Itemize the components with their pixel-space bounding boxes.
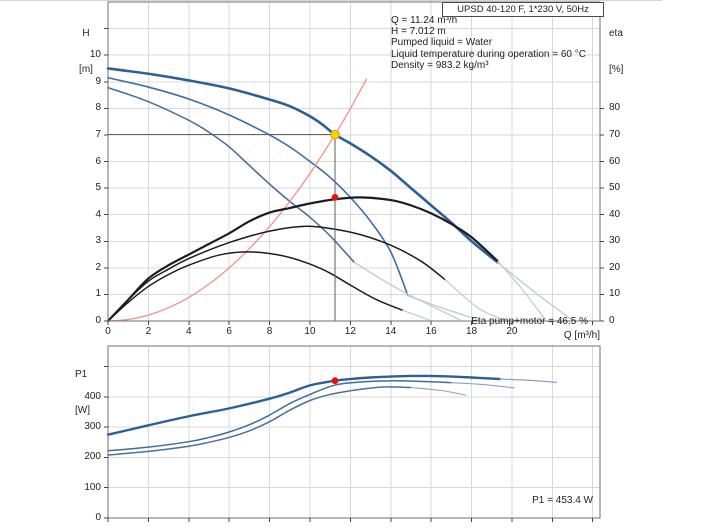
- eta-axis-symbol: eta: [609, 28, 623, 39]
- info-flow: Q = 11.24 m³/h: [391, 15, 458, 26]
- power-curve-speed2: [107, 380, 453, 452]
- power-curve-speed3-ext: [499, 378, 557, 383]
- info-liquid: Pumped liquid = Water: [391, 37, 493, 49]
- info-head: H = 7.012 m: [391, 26, 446, 38]
- y-tick-label-left: 400: [84, 390, 101, 402]
- info-density: Density = 983.2 kg/m³: [391, 59, 489, 71]
- q-axis-label: Q [m³/h]: [563, 330, 600, 341]
- window-top-edge: [0, 0, 662, 1]
- h-axis-title: H [m]: [66, 4, 106, 100]
- y-tick-label-left: 7: [95, 128, 101, 140]
- y-tick-label-right: 80: [609, 102, 621, 114]
- eta-curve-speed3: [106, 196, 499, 323]
- eta-axis-unit: [%]: [609, 64, 624, 75]
- x-tick-label: 0: [105, 326, 111, 337]
- eta-result-annotation: Eta pump+motor = 46.5 %: [471, 316, 588, 327]
- head-efficiency-chart-grid: [108, 2, 600, 321]
- y-tick-label-right: 40: [609, 208, 621, 220]
- x-tick-label: 16: [425, 326, 437, 337]
- y-tick-label-left: 0: [95, 315, 101, 326]
- y-tick-label-left: 10: [89, 49, 101, 61]
- power-curve-speed1: [107, 386, 412, 456]
- pump-curve-speed2: [107, 76, 409, 297]
- power-chart-plot[interactable]: [104, 345, 601, 522]
- x-tick-label: 4: [186, 326, 192, 337]
- x-tick-label: 20: [506, 326, 518, 337]
- y-tick-label-right: 70: [609, 128, 621, 140]
- power-chart-frame: [107, 345, 601, 519]
- y-tick-label-right: 10: [609, 288, 621, 300]
- x-tick-label: 2: [145, 326, 152, 337]
- y-tick-label-left: 5: [95, 182, 101, 194]
- p1-axis-symbol: P1: [75, 369, 88, 380]
- y-tick-label-left: 8: [95, 102, 101, 114]
- y-tick-label-right: 30: [609, 235, 621, 247]
- h-axis-symbol: H: [82, 28, 90, 39]
- p1-axis-unit: [W]: [75, 405, 90, 416]
- y-tick-label-left: 6: [95, 155, 101, 167]
- pump-type-box: UPSD 40-120 F, 1*230 V, 50Hz: [442, 2, 604, 17]
- info-temperature: Liquid temperature during operation = 60…: [391, 48, 586, 60]
- p1-axis-title: P1 [W]: [75, 345, 115, 441]
- power-chart-ticks: [104, 366, 594, 522]
- y-tick-label-left: 0: [95, 512, 101, 523]
- pump-curve-speed3-ext: [497, 261, 572, 320]
- eta-curve-speed2-ext: [444, 279, 505, 321]
- x-tick-label: 14: [385, 326, 397, 337]
- y-tick-label-left: 1: [95, 288, 101, 300]
- eta-curve-speed1-ext: [402, 309, 430, 321]
- h-axis-unit: [m]: [79, 64, 93, 75]
- operating-conditions: Q = 11.24 m³/h H = 7.012 m Pumped liquid…: [391, 15, 586, 71]
- y-tick-label-right: 20: [609, 261, 621, 273]
- y-tick-label-left: 4: [95, 208, 101, 220]
- duty-point-marker[interactable]: [330, 129, 340, 140]
- head-efficiency-chart-ticks: [104, 28, 604, 325]
- y-tick-label-left: 3: [95, 235, 101, 247]
- pump-curve-speed1-ext: [353, 261, 461, 321]
- power-chart-grid: [108, 346, 600, 518]
- x-tick-label: 18: [465, 326, 478, 337]
- eta-curve-speed1: [107, 251, 404, 322]
- y-tick-label-left: 100: [84, 481, 101, 493]
- x-tick-label: 10: [304, 326, 316, 337]
- p1-result-annotation: P1 = 453.4 W: [532, 495, 593, 506]
- p1-point-marker[interactable]: [331, 377, 339, 385]
- eta-point-marker[interactable]: [331, 193, 339, 201]
- eta-curve-speed2: [107, 225, 447, 322]
- y-tick-label-left: 200: [84, 451, 101, 463]
- power-curve-speed3: [106, 374, 502, 436]
- eta-curve-speed3-ext: [497, 260, 545, 319]
- y-tick-label-left: 2: [95, 261, 101, 273]
- head-efficiency-chart-plot[interactable]: [104, 1, 604, 325]
- x-tick-label: 6: [226, 326, 232, 337]
- y-tick-label-right: 0: [609, 315, 615, 326]
- y-tick-label-left: 9: [95, 75, 101, 87]
- x-tick-label: 12: [344, 326, 356, 337]
- y-tick-label-right: 50: [609, 182, 621, 194]
- x-tick-label: 8: [266, 326, 273, 337]
- pump-curve-speed3: [106, 67, 500, 264]
- power-curve-speed2-ext: [450, 382, 515, 389]
- y-tick-label-right: 60: [609, 155, 621, 167]
- power-curve-speed1-ext: [410, 386, 467, 396]
- pump-curve-speed1: [107, 86, 356, 264]
- y-tick-label-left: 300: [84, 421, 101, 433]
- eta-axis-title: eta [%]: [609, 4, 649, 100]
